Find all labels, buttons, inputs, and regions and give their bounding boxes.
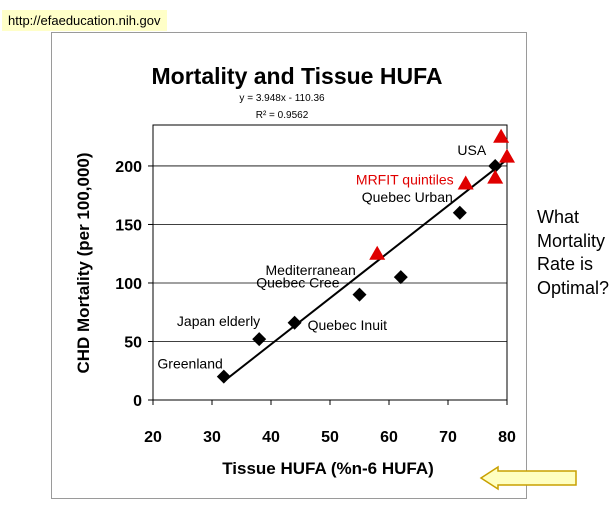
y-tick-label: 150 [115, 217, 142, 234]
x-tick-label: 60 [380, 429, 398, 446]
gridlines [153, 165, 507, 342]
diamond-data-point [252, 332, 267, 347]
point-annotations: Greenland Japan elderly Quebec Inuit Quebec… [157, 142, 486, 372]
x-tick-label: 80 [498, 429, 516, 446]
point-annotation-label: Quebec Urban [362, 189, 453, 205]
trendline-group [223, 158, 508, 383]
diamond-data-point [452, 205, 467, 220]
point-annotation-label: Quebec Cree [256, 275, 339, 291]
diamond-data-point [216, 369, 231, 384]
x-axis-label: Tissue HUFA (%n-6 HUFA) [222, 459, 434, 478]
mrfit-triangle-data-point [487, 169, 504, 184]
trendline-equation: y = 3.948x - 110.36 [239, 93, 325, 104]
slide-frame [51, 32, 527, 499]
y-tick-label: 100 [115, 276, 142, 293]
trendline [223, 158, 508, 383]
x-tick-label: 30 [203, 429, 221, 446]
point-annotation-label: Japan elderly [177, 313, 260, 329]
side-question-line: Mortality [537, 230, 606, 251]
point-annotation-label: Quebec Inuit [308, 317, 387, 333]
mrfit-triangle-data-point [457, 175, 474, 190]
left-arrow-icon [479, 465, 577, 491]
data-points [216, 128, 515, 384]
y-tick-label: 0 [133, 393, 142, 410]
side-question-line: What [537, 207, 580, 227]
x-tick-label: 50 [321, 429, 339, 446]
diamond-data-point [352, 287, 367, 302]
diamond-data-point [287, 315, 302, 330]
axis-ticks: 0 50 100 150 200 20 30 40 50 60 70 80 [115, 159, 516, 446]
y-tick-label: 50 [124, 334, 142, 351]
x-tick-label: 40 [262, 429, 280, 446]
point-annotation-label: MRFIT quintiles [356, 172, 454, 188]
mrfit-triangle-data-point [369, 245, 386, 260]
mrfit-triangle-data-point [499, 148, 515, 163]
diamond-data-point [488, 158, 503, 173]
point-annotation-label: USA [457, 142, 486, 158]
y-tick-label: 200 [115, 159, 142, 176]
diamond-data-point [393, 270, 408, 285]
source-url-label: http://efaeducation.nih.gov [2, 10, 167, 31]
r-squared-label: R² = 0.9562 [256, 110, 309, 121]
side-question-text: What Mortality Rate is Optimal? [537, 206, 610, 300]
mrfit-triangle-data-point [493, 128, 510, 143]
x-tick-label: 20 [144, 429, 162, 446]
point-annotation-label: Greenland [157, 356, 222, 372]
side-question-line: Rate is [537, 254, 594, 274]
y-axis-label: CHD Mortality (per 100,000) [74, 152, 93, 373]
x-tick-label: 70 [439, 429, 457, 446]
point-annotation-label: Mediterranean [266, 262, 356, 278]
chart-title: Mortality and Tissue HUFA [152, 63, 443, 89]
side-question-line: Optimal? [537, 277, 610, 298]
